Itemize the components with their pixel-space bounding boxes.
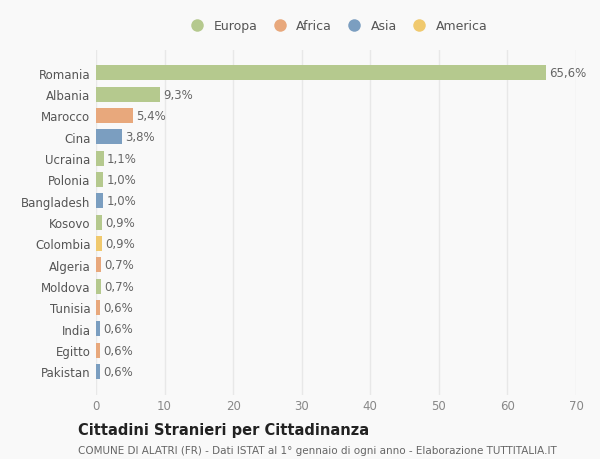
Bar	[96, 194, 103, 209]
Bar	[96, 364, 100, 379]
Text: 1,1%: 1,1%	[107, 152, 137, 165]
Bar	[96, 66, 546, 81]
Text: 0,6%: 0,6%	[104, 301, 133, 314]
Bar	[96, 130, 122, 145]
Text: Cittadini Stranieri per Cittadinanza: Cittadini Stranieri per Cittadinanza	[78, 422, 369, 437]
Bar	[96, 109, 133, 123]
Text: 1,0%: 1,0%	[106, 195, 136, 208]
Text: COMUNE DI ALATRI (FR) - Dati ISTAT al 1° gennaio di ogni anno - Elaborazione TUT: COMUNE DI ALATRI (FR) - Dati ISTAT al 1°…	[78, 446, 557, 455]
Bar	[96, 215, 102, 230]
Bar	[96, 236, 102, 252]
Bar	[96, 87, 160, 102]
Text: 0,9%: 0,9%	[106, 237, 136, 251]
Bar	[96, 151, 104, 166]
Text: 65,6%: 65,6%	[549, 67, 587, 80]
Text: 0,9%: 0,9%	[106, 216, 136, 229]
Text: 0,6%: 0,6%	[104, 365, 133, 378]
Text: 0,7%: 0,7%	[104, 280, 134, 293]
Text: 1,0%: 1,0%	[106, 174, 136, 186]
Text: 0,6%: 0,6%	[104, 323, 133, 336]
Text: 0,7%: 0,7%	[104, 259, 134, 272]
Bar	[96, 343, 100, 358]
Text: 9,3%: 9,3%	[163, 89, 193, 101]
Text: 3,8%: 3,8%	[125, 131, 155, 144]
Bar	[96, 173, 103, 187]
Bar	[96, 279, 101, 294]
Text: 0,6%: 0,6%	[104, 344, 133, 357]
Bar	[96, 258, 101, 273]
Text: 5,4%: 5,4%	[136, 110, 166, 123]
Bar	[96, 300, 100, 315]
Bar	[96, 322, 100, 336]
Legend: Europa, Africa, Asia, America: Europa, Africa, Asia, America	[179, 16, 493, 39]
